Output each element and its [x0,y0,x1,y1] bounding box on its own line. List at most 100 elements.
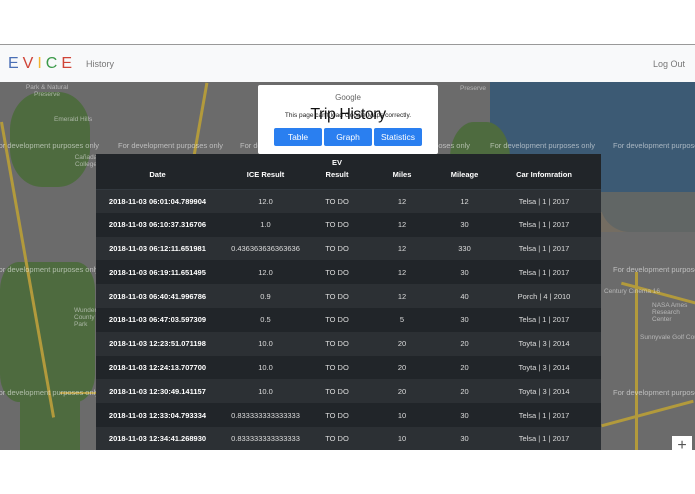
column-header-ev-result: EV Result [312,154,362,190]
cell-date: 2018-11-03 12:30:49.141157 [109,386,206,396]
cell-ice-result: 10.0 [258,386,273,396]
table-header-row: Date ICE Result EV Result Miles Mileage … [96,154,601,190]
brand-logo[interactable]: E V I C E [8,55,76,73]
brand-letter: C [45,54,62,72]
cell-ev-result: TO DO [325,291,349,301]
column-header-date: Date [96,154,219,190]
cell-car-information: Telsa | 1 | 2017 [518,434,570,444]
cell-ice-result: 1.0 [260,220,271,230]
map-label: Century Cinema 16 [604,288,660,295]
cell-ice-result: 12.0 [258,267,273,277]
map-watermark: For development purposes only [613,141,695,150]
table-row: 2018-11-03 12:34:41.268930 0.833333333333… [96,426,601,450]
cell-ev-result: TO DO [325,434,349,444]
cell-ev-result: TO DO [325,315,349,325]
cell-ice-result: 12.0 [258,196,273,206]
map-watermark: For development purposes only [0,265,100,274]
cell-miles: 20 [397,362,407,372]
cell-car-information: Porch | 4 | 2010 [517,291,571,301]
cell-miles: 10 [397,410,407,420]
cell-miles: 10 [397,434,407,444]
brand-letter: E [8,54,23,72]
map-label: Park & Natural Preserve [25,84,69,98]
cell-car-information: Toyta | 3 | 2014 [518,362,570,372]
cell-ev-result: TO DO [325,339,349,349]
cell-ice-result: 0.9 [260,291,271,301]
google-logo: Google [335,93,361,102]
cell-miles: 12 [397,291,407,301]
cell-ev-result: TO DO [325,386,349,396]
map-watermark: For development purposes only [613,388,695,397]
top-blank-area [0,0,695,45]
brand-letter: V [22,54,38,72]
cell-mileage: 20 [460,362,469,372]
statistics-view-button[interactable]: Statistics [374,128,422,146]
cell-ev-result: TO DO [325,362,349,372]
cell-date: 2018-11-03 12:34:41.268930 [108,434,207,444]
cell-car-information: Telsa | 1 | 2017 [518,220,570,230]
map-label: Cañada College [74,154,98,168]
cell-mileage: 20 [460,386,469,396]
cell-car-information: Telsa | 1 | 2017 [518,410,570,420]
map-zoom-in-button[interactable]: + [672,436,692,456]
column-header-ice-result: ICE Result [219,154,312,190]
logout-link[interactable]: Log Out [652,58,685,69]
cell-ice-result: 0.833333333333333 [231,434,300,444]
google-error-message: This page can't load Google Maps correct… [284,112,412,119]
trip-history-table: Date ICE Result EV Result Miles Mileage … [96,154,601,450]
table-row: 2018-11-03 06:19:11.651495 12.0 TO DO 12 30 T… [96,260,601,285]
navbar: E V I C E History Log Out [0,45,695,82]
table-row: 2018-11-03 06:10:37.316706 1.0 TO DO 12 30 Te… [96,212,601,237]
table-row: 2018-11-03 06:12:11.651981 0.436363636363… [96,236,601,261]
column-header-miles: Miles [362,154,442,190]
cell-miles: 12 [397,243,407,253]
cell-date: 2018-11-03 06:12:11.651981 [109,243,206,253]
cell-miles: 20 [397,339,407,349]
cell-miles: 12 [397,267,407,277]
view-toggle-group: Table Graph Statistics [274,128,422,146]
page-title: Trip History [310,106,386,123]
map-watermark: For development purposes only [0,141,100,150]
map-label: NASA Ames Research Center [652,302,688,323]
map-label: Emerald Hills [54,116,93,123]
map-watermark: For development purposes only [613,265,695,274]
table-row: 2018-11-03 12:23:51.071198 10.0 TO DO 20 20 T… [96,331,601,356]
cell-date: 2018-11-03 12:24:13.707700 [108,362,207,372]
cell-date: 2018-11-03 06:01:04.789904 [108,196,207,206]
table-row: 2018-11-03 06:47:03.597309 0.5 TO DO 5 30 Tel… [96,307,601,332]
cell-ev-result: TO DO [325,196,349,206]
map-label: Sunnyvale Golf Course [640,334,695,341]
table-row: 2018-11-03 12:24:13.707700 10.0 TO DO 20 20 T… [96,355,601,380]
cell-ice-result: 10.0 [258,362,273,372]
cell-mileage: 30 [460,220,469,230]
map-label: Preserve [460,85,487,92]
cell-ev-result: TO DO [325,220,349,230]
brand-letter: E [61,54,77,72]
map-watermark: For development purposes only [118,141,224,150]
cell-miles: 5 [399,315,405,325]
cell-miles: 20 [397,386,407,396]
cell-ice-result: 10.0 [258,339,273,349]
cell-car-information: Toyta | 3 | 2014 [518,339,570,349]
cell-date: 2018-11-03 06:19:11.651495 [109,267,206,277]
graph-view-button[interactable]: Graph [324,128,372,146]
table-row: 2018-11-03 12:33:04.793334 0.833333333333… [96,403,601,427]
cell-car-information: Toyta | 3 | 2014 [518,386,570,396]
cell-ice-result: 0.5 [260,315,271,325]
nav-history-link[interactable]: History [86,58,115,69]
cell-mileage: 30 [460,267,469,277]
cell-date: 2018-11-03 12:23:51.071198 [109,339,206,349]
table-view-button[interactable]: Table [274,128,322,146]
cell-mileage: 330 [458,243,471,253]
cell-car-information: Telsa | 1 | 2017 [518,243,570,253]
table-row: 2018-11-03 06:01:04.789904 12.0 TO DO 12 12 T… [96,189,601,213]
cell-mileage: 30 [460,315,469,325]
cell-date: 2018-11-03 12:33:04.793334 [108,410,207,420]
map-watermark: For development purposes only [490,141,596,150]
cell-mileage: 40 [460,291,469,301]
cell-mileage: 12 [460,196,469,206]
table-row: 2018-11-03 12:30:49.141157 10.0 TO DO 20 20 T… [96,379,601,404]
cell-car-information: Telsa | 1 | 2017 [518,196,570,206]
cell-date: 2018-11-03 06:47:03.597309 [108,315,207,325]
cell-ev-result: TO DO [325,243,349,253]
